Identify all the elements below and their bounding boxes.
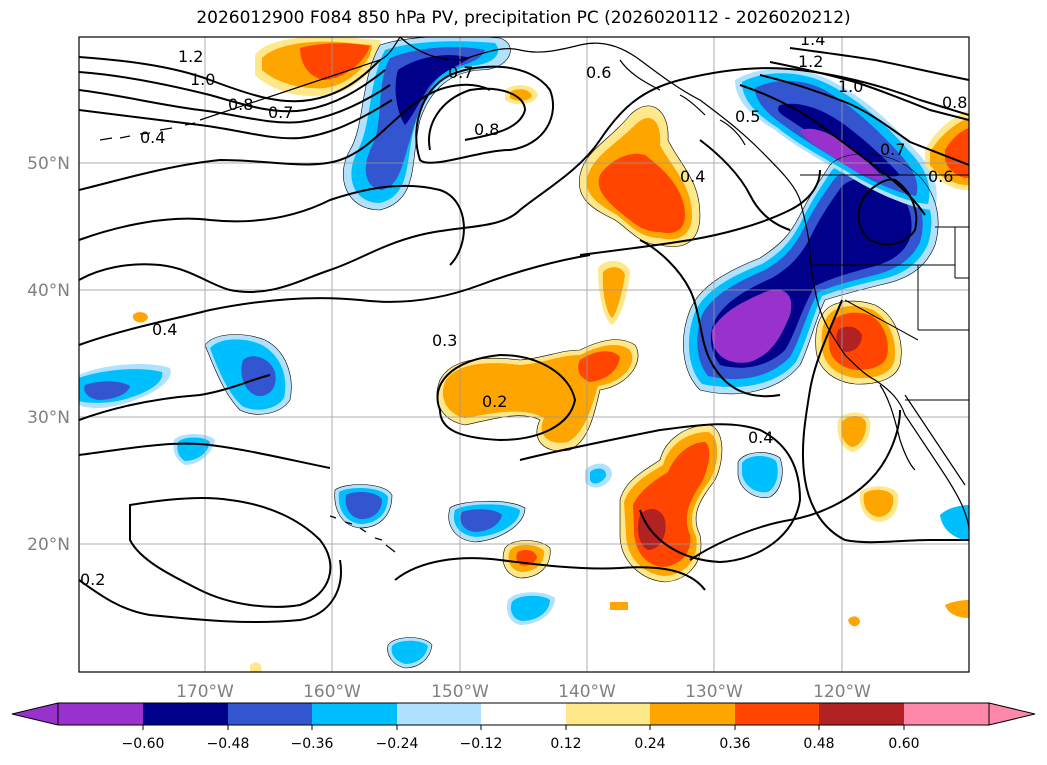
colorbar-tick-label: −0.12 — [460, 736, 503, 752]
colorbar-tick-label: −0.36 — [291, 736, 334, 752]
colorbar-tick-label: −0.48 — [207, 736, 250, 752]
contour-label: 0.6 — [586, 63, 611, 82]
colorbar-segment — [819, 703, 904, 725]
contour-label: 0.2 — [482, 392, 507, 411]
colorbar-extend-high — [988, 702, 1036, 726]
lat-label: 40°N — [27, 281, 70, 301]
pv-contours — [79, 47, 969, 624]
contour-label: 1.0 — [838, 77, 863, 96]
shade-outlines — [204, 37, 939, 669]
colorbar-tick-label: 0.12 — [550, 736, 581, 752]
lon-labels: 170°W 160°W 150°W 140°W 130°W 120°W — [176, 682, 871, 702]
lon-label: 130°W — [685, 682, 743, 702]
colorbar-segment — [650, 703, 735, 725]
colorbar-tick-label: −0.60 — [122, 736, 165, 752]
filled-fields — [79, 37, 969, 672]
lat-label: 20°N — [27, 535, 70, 555]
coastlines — [99, 37, 969, 553]
lon-label: 120°W — [813, 682, 871, 702]
colorbar-segment — [397, 703, 481, 725]
contour-label: 0.8 — [942, 93, 967, 112]
lat-labels: 50°N 40°N 30°N 20°N — [27, 154, 70, 555]
colorbar-segment — [143, 703, 228, 725]
contour-label: 1.0 — [190, 70, 215, 89]
lat-label: 30°N — [27, 408, 70, 428]
colorbar-tick-label: 0.36 — [719, 736, 750, 752]
colorbar-segment — [228, 703, 312, 725]
lon-label: 160°W — [303, 682, 361, 702]
colorbar-segment — [312, 703, 397, 725]
lon-label: 140°W — [558, 682, 616, 702]
map-panel: 1.2 1.0 0.8 0.7 0.4 0.7 0.8 0.6 0.4 1.4 … — [79, 30, 969, 672]
contour-label: 0.7 — [448, 63, 473, 82]
colorbar-tick-label: 0.48 — [803, 736, 834, 752]
contour-labels: 1.2 1.0 0.8 0.7 0.4 0.7 0.8 0.6 0.4 1.4 … — [80, 30, 967, 589]
contour-label: 0.8 — [228, 95, 253, 114]
borders — [800, 174, 969, 401]
contour-label: 1.4 — [800, 30, 825, 49]
lon-label: 170°W — [176, 682, 234, 702]
colorbar: −0.60 −0.48 −0.36 −0.24 −0.12 0.12 0.24 … — [11, 702, 1036, 752]
contour-label: 1.2 — [178, 47, 203, 66]
colorbar-segment — [735, 703, 819, 725]
map-title: 2026012900 F084 850 hPa PV, precipitatio… — [196, 8, 851, 28]
colorbar-tick-label: 0.24 — [634, 736, 665, 752]
colorbar-segment — [58, 703, 143, 725]
contour-label: 0.4 — [680, 167, 705, 186]
colorbar-extend-low — [11, 702, 59, 726]
colorbar-segment — [481, 703, 566, 725]
contour-label: 0.4 — [748, 428, 773, 447]
contour-label: 0.7 — [880, 140, 905, 159]
colorbar-segment — [566, 703, 650, 725]
colorbar-tick-label: −0.24 — [376, 736, 419, 752]
contour-label: 0.5 — [735, 107, 760, 126]
contour-label: 0.2 — [80, 570, 105, 589]
contour-label: 0.4 — [152, 320, 177, 339]
lon-label: 150°W — [431, 682, 489, 702]
map-frame — [78, 36, 970, 673]
colorbar-segment — [904, 703, 989, 725]
contour-label: 0.4 — [140, 128, 165, 147]
colorbar-tick-label: 0.60 — [888, 736, 919, 752]
lat-label: 50°N — [27, 154, 70, 174]
contour-label: 1.2 — [798, 52, 823, 71]
contour-label: 0.7 — [268, 103, 293, 122]
contour-label: 0.8 — [474, 120, 499, 139]
contour-label: 0.3 — [432, 331, 457, 350]
contour-label: 0.6 — [928, 167, 953, 186]
